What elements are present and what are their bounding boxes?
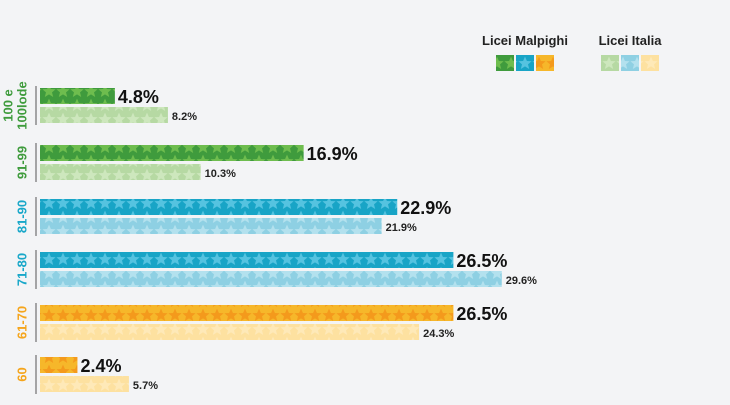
value-label-malpighi: 2.4%	[80, 356, 121, 376]
category-label: 61-70	[15, 306, 30, 339]
value-label-italia: 10.3%	[205, 168, 236, 180]
category-label: 71-80	[15, 253, 30, 286]
bar-italia	[40, 376, 129, 392]
legend-label-malpighi: Licei Malpighi	[482, 33, 568, 48]
bar-malpighi	[40, 252, 454, 268]
category-label: 100 e100lode	[1, 81, 30, 129]
bar-group: 61-70 26.5%24.3%	[15, 303, 507, 342]
legend-swatch-italia	[601, 55, 659, 71]
bar-group: 81-90 22.9% 21.9%	[15, 197, 451, 236]
category-label: 81-90	[15, 200, 30, 233]
value-label-italia: 21.9%	[386, 222, 417, 234]
bar-italia	[40, 271, 502, 287]
category-label: 60	[15, 367, 30, 381]
bar-italia	[40, 107, 168, 123]
value-label-malpighi: 16.9%	[307, 144, 358, 164]
value-label-malpighi: 22.9%	[400, 198, 451, 218]
value-label-italia: 24.3%	[423, 328, 454, 340]
bar-malpighi	[40, 145, 304, 161]
bar-group: 71-80 26.5% 29.6%	[15, 250, 537, 289]
bar-malpighi	[40, 88, 115, 104]
bar-malpighi	[40, 199, 398, 215]
bar-group: 91-99 16.9% 10.3%	[15, 143, 358, 182]
bar-italia	[40, 164, 201, 180]
value-label-malpighi: 4.8%	[118, 87, 159, 107]
bar-italia	[40, 218, 382, 234]
bar-malpighi	[40, 357, 78, 373]
bar-group: 100 e100lode 4.8% 8.2%	[1, 81, 198, 129]
value-label-italia: 29.6%	[506, 275, 537, 287]
legend-swatch-malpighi	[496, 55, 554, 71]
value-label-italia: 5.7%	[133, 380, 158, 392]
bar-malpighi	[40, 305, 454, 321]
bar-group: 60 2.4% 5.7%	[15, 355, 158, 394]
legend-label-italia: Licei Italia	[599, 33, 663, 48]
bar-italia	[40, 324, 420, 340]
bar-groups: 100 e100lode 4.8% 8.2% 91-99 16.9% 10.3% 81-90…	[1, 81, 537, 394]
value-label-malpighi: 26.5%	[456, 251, 507, 271]
value-label-malpighi: 26.5%	[456, 304, 507, 324]
value-label-italia: 8.2%	[172, 111, 197, 123]
legend: Licei Malpighi Licei Italia	[482, 33, 662, 71]
category-label: 91-99	[15, 146, 30, 179]
